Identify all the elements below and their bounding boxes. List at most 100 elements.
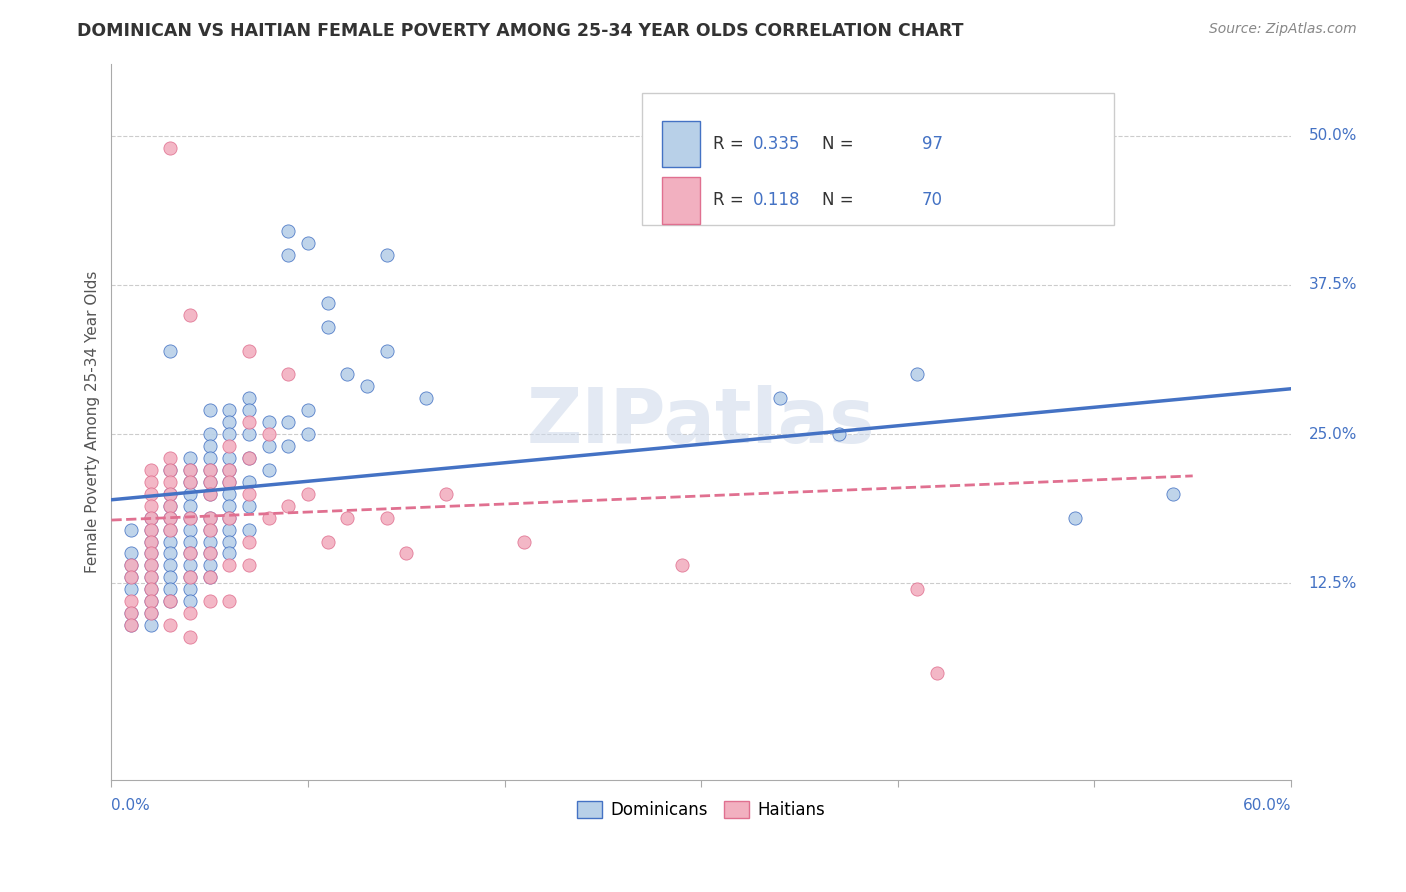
Point	[238, 403, 260, 417]
Point	[927, 665, 949, 680]
Point	[238, 475, 260, 489]
Point	[769, 392, 792, 406]
Point	[218, 475, 240, 489]
Bar	[662, 120, 700, 167]
Text: 25.0%: 25.0%	[1309, 426, 1357, 442]
Point	[277, 499, 299, 513]
Point	[257, 415, 280, 429]
Point	[198, 427, 221, 442]
Point	[159, 618, 181, 632]
Point	[139, 523, 162, 537]
Point	[513, 534, 536, 549]
Point	[356, 379, 378, 393]
Point	[907, 582, 929, 597]
FancyBboxPatch shape	[643, 93, 1114, 225]
Text: 70: 70	[922, 191, 943, 210]
Point	[120, 606, 142, 620]
Point	[139, 547, 162, 561]
Text: 50.0%: 50.0%	[1309, 128, 1357, 144]
Point	[159, 487, 181, 501]
Point	[375, 510, 398, 524]
Point	[198, 510, 221, 524]
Point	[179, 570, 201, 584]
Point	[218, 415, 240, 429]
Point	[198, 558, 221, 573]
Point	[120, 570, 142, 584]
Point	[179, 547, 201, 561]
Point	[198, 475, 221, 489]
Point	[238, 415, 260, 429]
Text: 12.5%: 12.5%	[1309, 576, 1357, 591]
Point	[120, 594, 142, 608]
Point	[179, 630, 201, 644]
Point	[434, 487, 457, 501]
Point	[198, 475, 221, 489]
Point	[159, 570, 181, 584]
Point	[159, 510, 181, 524]
Point	[257, 427, 280, 442]
Point	[218, 450, 240, 465]
Point	[159, 523, 181, 537]
Point	[238, 392, 260, 406]
Point	[179, 308, 201, 322]
Text: 37.5%: 37.5%	[1309, 277, 1357, 293]
Point	[297, 427, 319, 442]
Text: 60.0%: 60.0%	[1243, 798, 1291, 814]
Point	[316, 534, 339, 549]
Point	[218, 499, 240, 513]
Point	[179, 510, 201, 524]
Point	[218, 510, 240, 524]
Point	[198, 487, 221, 501]
Point	[159, 475, 181, 489]
Point	[395, 547, 418, 561]
Point	[159, 140, 181, 154]
Point	[159, 582, 181, 597]
Text: ZIPatlas: ZIPatlas	[527, 385, 876, 459]
Point	[159, 463, 181, 477]
Point	[257, 439, 280, 453]
Point	[179, 547, 201, 561]
Point	[139, 510, 162, 524]
Point	[139, 534, 162, 549]
Point	[297, 487, 319, 501]
Text: Source: ZipAtlas.com: Source: ZipAtlas.com	[1209, 22, 1357, 37]
Point	[218, 403, 240, 417]
Point	[198, 487, 221, 501]
Point	[139, 558, 162, 573]
Point	[238, 523, 260, 537]
Point	[179, 463, 201, 477]
Point	[179, 523, 201, 537]
Point	[179, 463, 201, 477]
Text: 97: 97	[922, 135, 943, 153]
Point	[277, 368, 299, 382]
Point	[159, 534, 181, 549]
Point	[238, 487, 260, 501]
Point	[139, 475, 162, 489]
Point	[375, 343, 398, 358]
Point	[257, 463, 280, 477]
Point	[159, 547, 181, 561]
Text: N =: N =	[801, 135, 859, 153]
Point	[218, 547, 240, 561]
Point	[218, 534, 240, 549]
Point	[159, 523, 181, 537]
Point	[238, 450, 260, 465]
Point	[179, 594, 201, 608]
Point	[120, 618, 142, 632]
Point	[336, 368, 359, 382]
Text: N =: N =	[801, 191, 859, 210]
Point	[198, 510, 221, 524]
Point	[198, 570, 221, 584]
Point	[1161, 487, 1184, 501]
Text: 0.335: 0.335	[754, 135, 800, 153]
Point	[316, 319, 339, 334]
Point	[179, 534, 201, 549]
Point	[159, 450, 181, 465]
Point	[139, 487, 162, 501]
Point	[139, 618, 162, 632]
Point	[218, 475, 240, 489]
Text: 0.0%: 0.0%	[111, 798, 150, 814]
Point	[336, 510, 359, 524]
Point	[139, 594, 162, 608]
Point	[179, 499, 201, 513]
